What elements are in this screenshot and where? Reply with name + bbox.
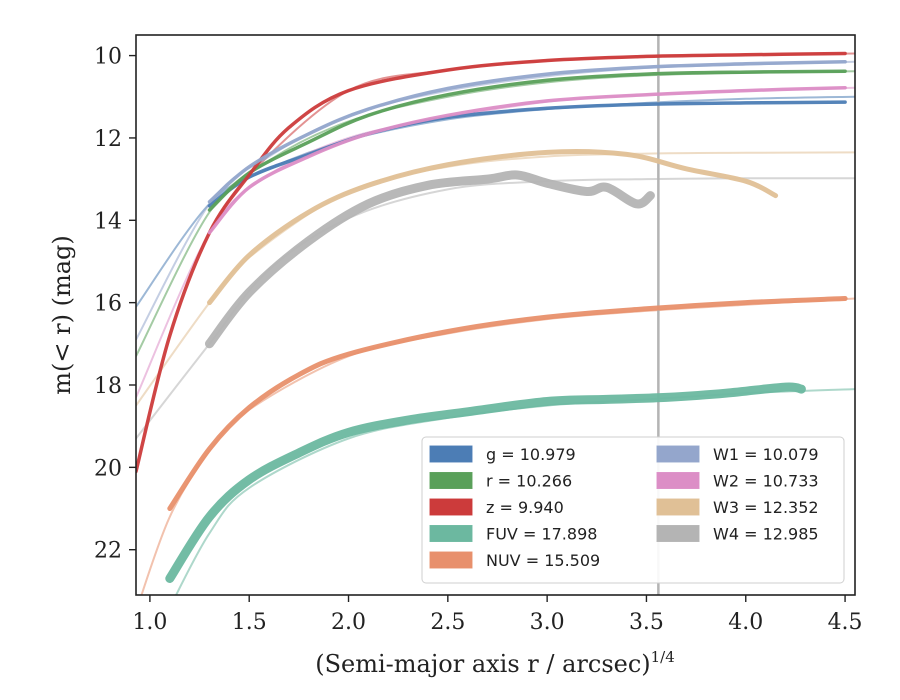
plot-area <box>136 35 855 595</box>
model-line-w2 <box>136 86 855 398</box>
model-line-g <box>136 95 855 308</box>
series-line-g <box>207 100 847 208</box>
legend-swatch-g <box>429 445 473 463</box>
series-line-w3 <box>207 149 779 306</box>
legend-swatch-r <box>429 472 473 489</box>
legend-label-w4: W4 = 12.985 <box>713 525 819 544</box>
legend-label-g: g = 10.979 <box>486 445 576 464</box>
legend-swatch-w4 <box>656 525 700 542</box>
legend-swatch-w1 <box>656 445 700 463</box>
series-line-r <box>207 69 847 212</box>
y-tick-label: 20 <box>94 456 122 481</box>
legend-swatch-w2 <box>656 472 700 489</box>
series-line-z <box>136 51 847 474</box>
legend-frame <box>421 436 845 584</box>
plot-frame <box>135 34 856 596</box>
x-tick-label: 1.5 <box>232 610 267 635</box>
series-line-w1 <box>207 60 847 204</box>
model-line-w4 <box>136 177 855 440</box>
y-axis-label: m(< r) (mag) <box>48 235 76 394</box>
legend-label-w2: W2 = 10.733 <box>713 472 819 491</box>
x-tick-label: 2.0 <box>331 610 366 635</box>
series-line-nuv <box>167 296 848 511</box>
x-tick-label: 1.0 <box>132 610 167 635</box>
legend-label-r: r = 10.266 <box>486 472 572 491</box>
legend-swatch-fuv <box>429 525 473 542</box>
x-axis: 1.0 1.5 2.0 2.5 3.0 3.5 4.0 4.5 <box>132 595 863 635</box>
y-tick-label: 12 <box>94 127 122 152</box>
legend-swatch-w3 <box>656 498 700 516</box>
y-tick-label: 18 <box>94 374 122 399</box>
legend-label-nuv: NUV = 15.509 <box>486 551 600 570</box>
series-line-fuv <box>165 382 806 583</box>
x-tick-label: 4.5 <box>828 610 863 635</box>
legend: g = 10.979 r = 10.266 z = 9.940 FUV = 17.89… <box>421 436 845 584</box>
x-tick-label: 3.0 <box>530 610 565 635</box>
series-line-w2 <box>207 85 847 235</box>
y-tick-label: 22 <box>94 539 122 564</box>
legend-label-w3: W3 = 12.352 <box>713 498 819 517</box>
legend-swatch-nuv <box>429 551 473 569</box>
y-tick-label: 14 <box>94 209 122 234</box>
x-tick-label: 3.5 <box>629 610 664 635</box>
legend-label-w1: W1 = 10.079 <box>713 445 819 464</box>
x-axis-label: (Semi-major axis r / arcsec)1/4 <box>315 648 675 678</box>
legend-label-z: z = 9.940 <box>486 498 564 517</box>
legend-label-fuv: FUV = 17.898 <box>486 525 597 544</box>
y-tick-label: 10 <box>94 45 122 70</box>
y-tick-label: 16 <box>94 292 122 317</box>
y-axis: 10 12 14 16 18 20 22 <box>94 45 136 564</box>
legend-swatch-z <box>429 498 473 516</box>
series-line-w4 <box>205 170 655 349</box>
x-tick-label: 4.0 <box>728 610 763 635</box>
x-tick-label: 2.5 <box>430 610 465 635</box>
